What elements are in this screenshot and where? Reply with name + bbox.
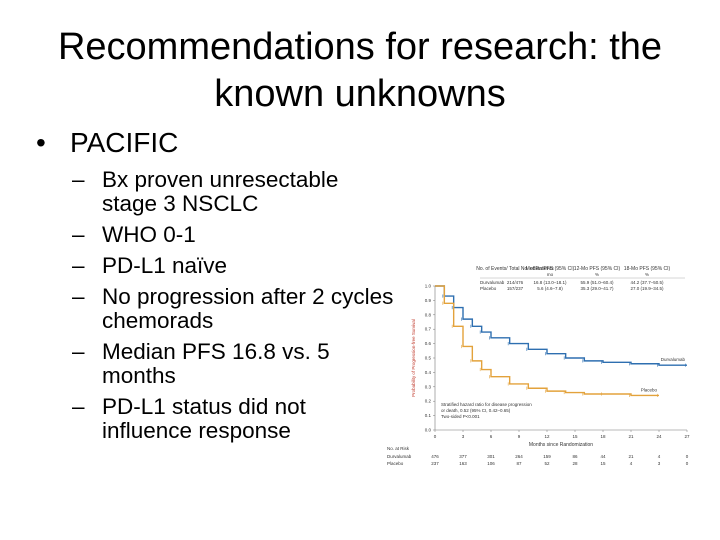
slide-title-line-2: known unknowns bbox=[214, 73, 506, 115]
subbullet-text: No progression after 2 cycles chemorads bbox=[102, 284, 394, 333]
x-tick-label: 21 bbox=[628, 434, 634, 439]
bullet-label: PACIFIC bbox=[70, 127, 179, 158]
dash-marker: – bbox=[72, 339, 85, 364]
header-unit: % bbox=[645, 272, 649, 277]
table-cell-events: 157/237 bbox=[507, 286, 524, 291]
subbullet-item: – Bx proven unresectable stage 3 NSCLC bbox=[36, 168, 396, 216]
at-risk-value: 476 bbox=[431, 454, 439, 459]
at-risk-value: 28 bbox=[572, 461, 578, 466]
subbullet-text: Bx proven unresectable stage 3 NSCLC bbox=[102, 167, 339, 216]
at-risk-value: 4 bbox=[658, 454, 661, 459]
subbullet-item: – Median PFS 16.8 vs. 5 months bbox=[36, 340, 396, 388]
table-cell-pfs12: 35.3 (29.0–41.7) bbox=[580, 286, 614, 291]
at-risk-value: 52 bbox=[544, 461, 550, 466]
annotation-line: Stratified hazard ratio for disease prog… bbox=[441, 402, 532, 407]
km-curve-durvalumab bbox=[435, 285, 687, 366]
y-tick-label: 0.5 bbox=[425, 356, 432, 361]
at-risk-row-name: Durvalumab bbox=[387, 454, 412, 459]
y-tick-label: 0.7 bbox=[425, 327, 432, 332]
subbullet-text: PD-L1 status did not influence response bbox=[102, 394, 306, 443]
at-risk-value: 0 bbox=[686, 454, 689, 459]
at-risk-value: 163 bbox=[459, 461, 467, 466]
table-cell-pfs12: 55.9 (51.0–60.4) bbox=[580, 280, 614, 285]
x-tick-label: 6 bbox=[490, 434, 493, 439]
y-tick-label: 1.0 bbox=[425, 284, 432, 289]
at-risk-value: 3 bbox=[658, 461, 661, 466]
at-risk-value: 159 bbox=[543, 454, 551, 459]
dash-marker: – bbox=[72, 253, 85, 278]
subbullet-text: PD-L1 naïve bbox=[102, 253, 228, 278]
km-chart: 0.0 0.1 0.2 0.3 0.4 0.5 0.6 0.7 0.8 0.9 1.0 0 3 6 9 12 1… bbox=[387, 266, 690, 466]
x-axis-label: Months since Randomization bbox=[529, 442, 593, 448]
x-tick-label: 3 bbox=[462, 434, 465, 439]
subbullet-item: – WHO 0-1 bbox=[36, 223, 396, 247]
at-risk-value: 44 bbox=[600, 454, 606, 459]
dash-marker: – bbox=[72, 222, 85, 247]
at-risk-value: 15 bbox=[600, 461, 606, 466]
x-tick-label: 15 bbox=[572, 434, 578, 439]
slide-title: Recommendations for research: the known … bbox=[20, 24, 700, 118]
km-figure: 0.0 0.1 0.2 0.3 0.4 0.5 0.6 0.7 0.8 0.9 1.0 0 3 6 9 12 1… bbox=[385, 258, 695, 478]
x-tick-label: 24 bbox=[656, 434, 662, 439]
x-tick-label: 9 bbox=[518, 434, 521, 439]
y-tick-label: 0.8 bbox=[425, 312, 432, 317]
at-risk-row-name: Placebo bbox=[387, 461, 404, 466]
curve-label: Placebo bbox=[641, 387, 658, 392]
header-median: Median PFS (95% CI) bbox=[526, 266, 575, 272]
bullet-list: • PACIFIC – Bx proven unresectable stage … bbox=[36, 126, 396, 450]
at-risk-value: 237 bbox=[431, 461, 439, 466]
x-tick-label: 12 bbox=[544, 434, 550, 439]
at-risk-value: 4 bbox=[630, 461, 633, 466]
y-tick-label: 0.3 bbox=[425, 384, 432, 389]
slide-title-line-1: Recommendations for research: the bbox=[57, 26, 663, 68]
table-cell-median: 16.8 (13.0–18.1) bbox=[533, 280, 567, 285]
dash-marker: – bbox=[72, 284, 85, 309]
header-pfs18: 18-Mo PFS (95% CI) bbox=[624, 266, 671, 272]
bullet-marker: • bbox=[36, 127, 46, 158]
y-axis-label: Probability of Progression-free Survival bbox=[411, 319, 416, 397]
annotation-line: Two-sided P<0.001 bbox=[441, 414, 480, 419]
table-cell-pfs18: 44.2 (37.7–50.5) bbox=[630, 280, 664, 285]
at-risk-value: 264 bbox=[515, 454, 523, 459]
subbullet-text: Median PFS 16.8 vs. 5 months bbox=[102, 339, 330, 388]
x-tick-label: 0 bbox=[434, 434, 437, 439]
at-risk-value: 86 bbox=[572, 454, 578, 459]
table-row-name: Durvalumab bbox=[480, 280, 505, 285]
table-cell-median: 5.6 (4.6–7.8) bbox=[537, 286, 563, 291]
at-risk-value: 106 bbox=[487, 461, 495, 466]
header-unit: % bbox=[595, 272, 599, 277]
y-tick-label: 0.9 bbox=[425, 298, 432, 303]
table-row-name: Placebo bbox=[480, 286, 497, 291]
y-tick-label: 0.0 bbox=[425, 428, 432, 433]
subbullet-item: – No progression after 2 cycles chemorads bbox=[36, 285, 396, 333]
header-unit: mo bbox=[547, 272, 554, 277]
annotation-line: or death, 0.52 (95% CI, 0.42–0.65) bbox=[441, 408, 511, 413]
y-tick-label: 0.1 bbox=[425, 413, 432, 418]
at-risk-value: 87 bbox=[516, 461, 522, 466]
dash-marker: – bbox=[72, 167, 85, 192]
at-risk-label: No. at Risk bbox=[387, 446, 410, 451]
at-risk-value: 0 bbox=[686, 461, 689, 466]
table-cell-events: 214/476 bbox=[507, 280, 524, 285]
table-cell-pfs18: 27.0 (19.9–34.5) bbox=[630, 286, 664, 291]
at-risk-value: 21 bbox=[628, 454, 634, 459]
header-pfs12: 12-Mo PFS (95% CI) bbox=[574, 266, 621, 272]
y-tick-label: 0.2 bbox=[425, 399, 432, 404]
x-tick-label: 18 bbox=[600, 434, 606, 439]
at-risk-value: 377 bbox=[459, 454, 467, 459]
subbullet-text: WHO 0-1 bbox=[102, 222, 196, 247]
bullet-pacific: • PACIFIC bbox=[36, 126, 396, 160]
dash-marker: – bbox=[72, 394, 85, 419]
y-tick-label: 0.4 bbox=[425, 370, 432, 375]
subbullet-item: – PD-L1 status did not influence response bbox=[36, 395, 396, 443]
y-tick-label: 0.6 bbox=[425, 341, 432, 346]
at-risk-value: 301 bbox=[487, 454, 495, 459]
header-events: No. of Events/ Total No. of Patients bbox=[476, 266, 554, 272]
subbullet-item: – PD-L1 naïve bbox=[36, 254, 396, 278]
subbullet-list: – Bx proven unresectable stage 3 NSCLC – W… bbox=[36, 168, 396, 443]
km-curve-placebo bbox=[435, 285, 659, 397]
curve-label: Durvalumab bbox=[661, 357, 686, 362]
x-tick-label: 27 bbox=[684, 434, 690, 439]
